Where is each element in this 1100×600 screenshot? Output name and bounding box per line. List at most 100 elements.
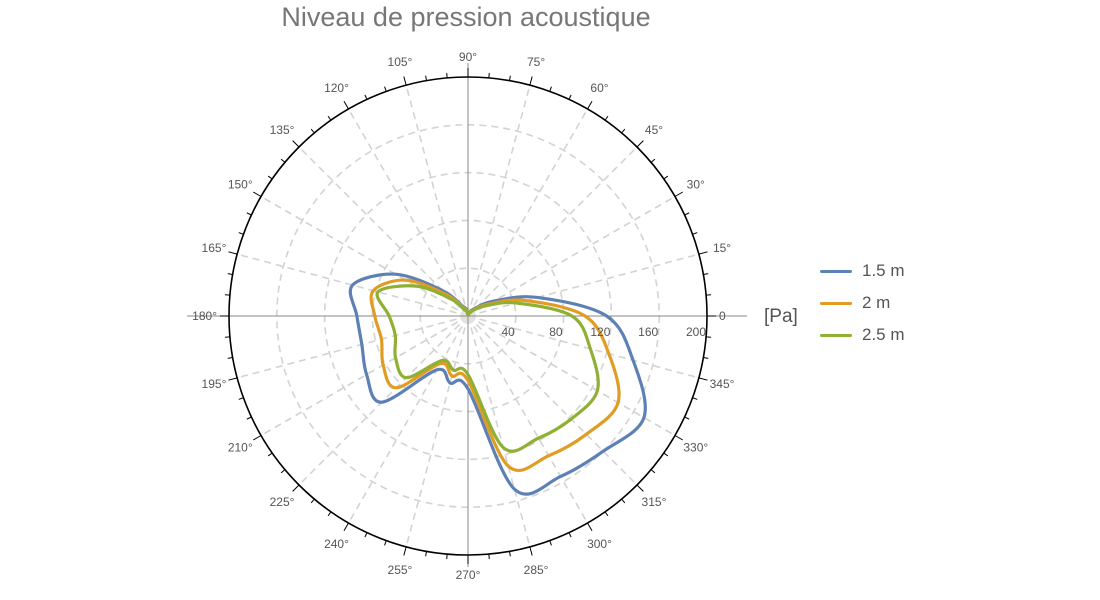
- frame-tick: [364, 532, 368, 538]
- frame-tick: [684, 212, 690, 216]
- angular-grid-line: [260, 315, 469, 437]
- frame-tick: [663, 452, 669, 457]
- frame-tick: [509, 75, 511, 81]
- angle-tick-label: 0: [719, 309, 726, 323]
- angle-tick-label: 180°: [192, 309, 217, 323]
- frame-tick: [228, 377, 238, 381]
- legend-item: 1.5 m: [820, 255, 905, 287]
- frame-tick: [227, 357, 233, 359]
- frame-tick: [692, 232, 698, 235]
- legend-label-2: 2 m: [862, 293, 891, 312]
- frame-tick: [292, 484, 300, 492]
- angular-grid-line: [467, 315, 638, 486]
- frame-tick: [327, 115, 332, 121]
- angle-tick-label: 15°: [713, 241, 731, 255]
- frame-tick: [674, 435, 684, 441]
- angle-tick-label: 270°: [456, 568, 481, 582]
- frame-tick: [663, 175, 669, 180]
- frame-tick: [280, 158, 286, 163]
- frame-tick: [364, 94, 368, 100]
- angular-grid-line: [347, 315, 469, 524]
- angular-grid-line: [298, 315, 469, 486]
- frame-tick: [403, 546, 407, 556]
- series-line-3: [375, 284, 600, 453]
- frame-tick: [674, 191, 684, 197]
- frame-tick: [568, 532, 572, 538]
- legend-item: 2.5 m: [820, 319, 905, 351]
- frame-tick: [310, 128, 315, 134]
- frame-tick: [403, 76, 407, 86]
- frame-tick: [650, 158, 656, 163]
- radial-axis-label: [Pa]: [764, 306, 798, 327]
- radial-tick-label: 160: [638, 325, 658, 339]
- radial-tick-label: 80: [549, 325, 563, 339]
- angular-grid-line: [467, 108, 589, 317]
- frame-tick: [529, 76, 533, 86]
- frame-tick: [703, 357, 709, 359]
- angle-tick-label: 30°: [687, 178, 705, 192]
- angular-grid-line: [260, 195, 469, 317]
- angle-tick-label: 225°: [270, 495, 295, 509]
- angle-tick-label: 300°: [587, 537, 612, 551]
- angular-grid-line: [467, 315, 589, 524]
- legend-label-1: 1.5 m: [862, 261, 905, 280]
- chart-title: Niveau de pression acoustique: [281, 2, 651, 32]
- frame-tick: [703, 273, 709, 275]
- frame-tick: [267, 175, 273, 180]
- frame-tick: [343, 522, 349, 532]
- frame-tick: [384, 86, 387, 92]
- frame-tick: [228, 251, 238, 255]
- angle-tick-label: 120°: [324, 81, 349, 95]
- legend-swatch-1: [820, 269, 852, 273]
- frame-tick: [425, 551, 427, 557]
- angular-grid-line: [467, 315, 531, 548]
- angle-tick-label: 240°: [324, 537, 349, 551]
- angle-tick-label: 45°: [645, 123, 663, 137]
- frame-tick: [238, 397, 244, 400]
- angular-grid-line: [467, 253, 700, 317]
- frame-tick: [246, 416, 252, 420]
- frame-tick: [310, 498, 315, 504]
- angular-grid-line: [467, 146, 638, 317]
- angle-tick-label: 105°: [388, 55, 413, 69]
- angular-grid-line: [405, 315, 469, 548]
- radial-tick-label: 120: [590, 325, 610, 339]
- angle-tick-label: 315°: [642, 495, 667, 509]
- frame-tick: [692, 397, 698, 400]
- frame-tick: [252, 435, 262, 441]
- frame-tick: [529, 546, 533, 556]
- frame-tick: [587, 100, 593, 110]
- frame-tick: [267, 452, 273, 457]
- angular-grid-line: [405, 84, 469, 317]
- angle-tick-label: 195°: [202, 377, 227, 391]
- legend-swatch-3: [820, 333, 852, 337]
- angular-grid-line: [236, 253, 469, 317]
- angle-tick-label: 60°: [590, 81, 608, 95]
- frame-tick: [684, 416, 690, 420]
- frame-tick: [698, 251, 708, 255]
- frame-tick: [604, 511, 609, 517]
- frame-tick: [549, 86, 552, 92]
- angular-grid-line: [467, 195, 676, 317]
- frame-tick: [425, 75, 427, 81]
- angle-tick-label: 75°: [527, 55, 545, 69]
- angle-tick-label: 90°: [459, 50, 477, 64]
- radial-tick-label: 40: [501, 325, 515, 339]
- frame-tick: [650, 469, 656, 474]
- angular-grid-line: [236, 315, 469, 379]
- frame-tick: [246, 212, 252, 216]
- legend-label-3: 2.5 m: [862, 325, 905, 344]
- frame-tick: [698, 377, 708, 381]
- radial-tick-label: 200: [686, 325, 706, 339]
- frame-tick: [384, 540, 387, 546]
- frame-tick: [280, 469, 286, 474]
- frame-tick: [252, 191, 262, 197]
- angle-tick-label: 150°: [228, 178, 253, 192]
- angle-tick-label: 210°: [228, 441, 253, 455]
- legend-item: 2 m: [820, 287, 905, 319]
- angle-tick-label: 330°: [683, 441, 708, 455]
- angular-grid-line: [347, 108, 469, 317]
- frame-tick: [621, 498, 626, 504]
- frame-tick: [327, 511, 332, 517]
